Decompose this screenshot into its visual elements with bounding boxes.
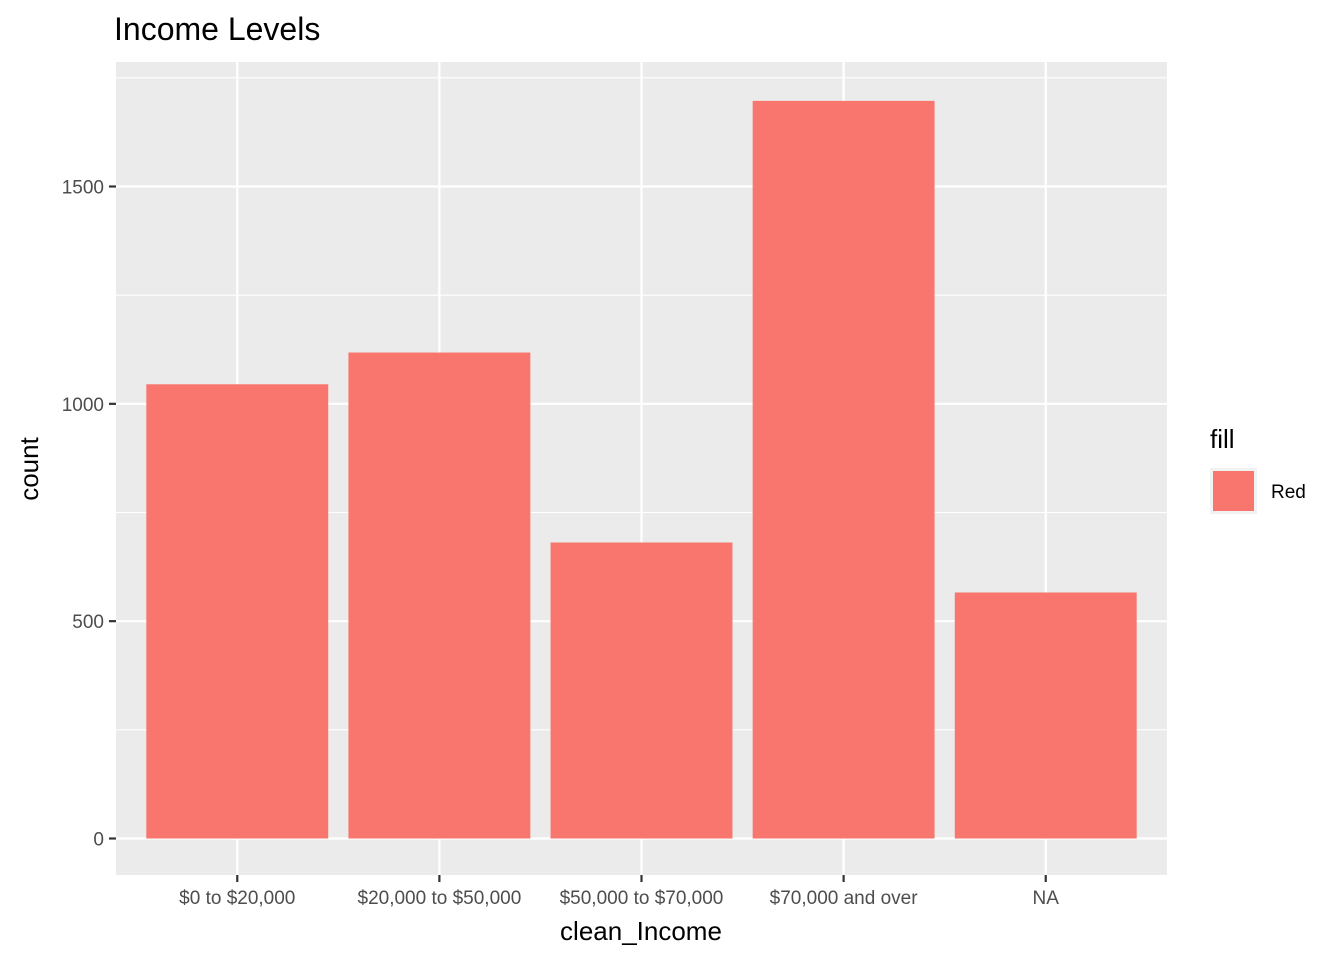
chart-title: Income Levels xyxy=(114,11,320,47)
bar xyxy=(348,352,531,839)
x-tick-label: $50,000 to $70,000 xyxy=(560,888,724,909)
x-tick-label: $20,000 to $50,000 xyxy=(358,888,522,909)
axes: 0 500 1000 1500 $0 to $20,000 $20,000 to $50,… xyxy=(62,178,1060,910)
y-tick-label: 1000 xyxy=(62,395,104,416)
x-tick-label: $70,000 and over xyxy=(770,888,919,909)
bar xyxy=(752,100,935,839)
bar xyxy=(550,542,733,839)
legend-title: fill xyxy=(1210,424,1235,454)
bar xyxy=(146,384,329,839)
y-tick-label: 500 xyxy=(72,612,104,633)
y-axis-title: count xyxy=(14,436,44,500)
bars xyxy=(146,100,1137,839)
x-axis-title: clean_Income xyxy=(560,916,722,946)
y-tick-label: 1500 xyxy=(62,178,104,199)
x-tick-label: $0 to $20,000 xyxy=(179,888,295,909)
legend-label-red: Red xyxy=(1271,482,1306,503)
bar xyxy=(954,592,1137,839)
y-tick-label: 0 xyxy=(93,830,104,851)
legend: fill Red xyxy=(1210,424,1306,514)
legend-swatch-red xyxy=(1213,471,1254,511)
x-tick-label: NA xyxy=(1033,888,1060,909)
